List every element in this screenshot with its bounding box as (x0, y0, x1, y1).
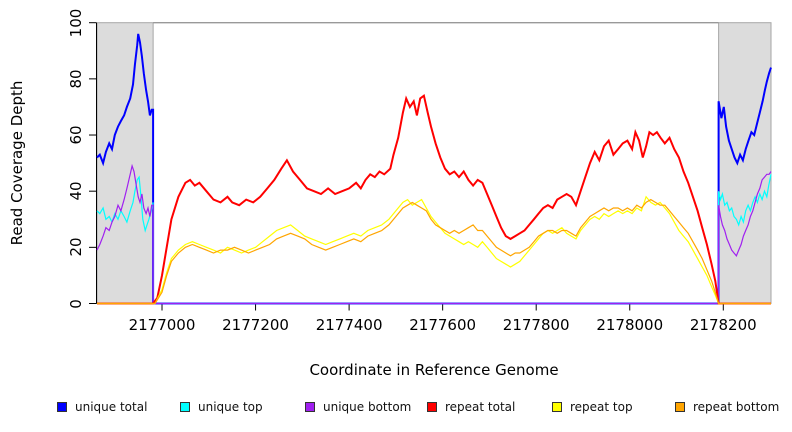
x-tick-label: 2177600 (409, 316, 477, 334)
legend-swatch-unique-bottom (305, 402, 315, 412)
y-tick-label: 100 (67, 8, 85, 38)
legend-item-repeat-total: repeat total (427, 400, 515, 414)
legend-item-unique-top: unique top (180, 400, 263, 414)
y-tick-label: 80 (67, 69, 85, 89)
legend-item-unique-bottom: unique bottom (305, 400, 411, 414)
legend-item-unique-total: unique total (57, 400, 147, 414)
series-unique-top (96, 174, 772, 305)
x-tick-label: 2177000 (128, 316, 196, 334)
y-tick-label: 20 (67, 237, 85, 257)
y-tick-label: 40 (67, 181, 85, 201)
series-repeat-total (97, 93, 771, 305)
x-tick-label: 2177400 (315, 316, 383, 334)
legend-swatch-repeat-total (427, 402, 437, 412)
legend-item-repeat-bottom: repeat bottom (675, 400, 779, 414)
legend-label: repeat total (445, 400, 516, 414)
shaded-region (718, 22, 772, 304)
series-repeat-top (97, 195, 771, 305)
x-tick-label: 2177200 (222, 316, 289, 334)
x-tick-label: 2178000 (596, 316, 664, 334)
y-tick-label: 60 (67, 125, 85, 145)
x-axis-title: Coordinate in Reference Genome (309, 361, 559, 379)
x-tick-label: 2178200 (689, 316, 757, 334)
series-repeat-bottom (97, 198, 771, 305)
legend-label: repeat top (570, 400, 633, 414)
legend-label: unique bottom (323, 400, 412, 414)
legend-label: repeat bottom (693, 400, 780, 414)
legend-swatch-repeat-bottom (675, 402, 685, 412)
legend-label: unique top (198, 400, 263, 414)
legend-swatch-unique-top (180, 402, 190, 412)
series-unique-total (96, 33, 772, 305)
y-tick-label: 0 (67, 298, 85, 309)
shaded-region (96, 22, 154, 304)
legend-label: unique total (75, 400, 148, 414)
x-tick-label: 2177800 (502, 316, 570, 334)
series-unique-bottom (96, 163, 772, 305)
legend-swatch-repeat-top (552, 402, 562, 412)
y-axis-title: Read Coverage Depth (8, 80, 26, 246)
legend-swatch-unique-total (57, 402, 67, 412)
legend-item-repeat-top: repeat top (552, 400, 633, 414)
